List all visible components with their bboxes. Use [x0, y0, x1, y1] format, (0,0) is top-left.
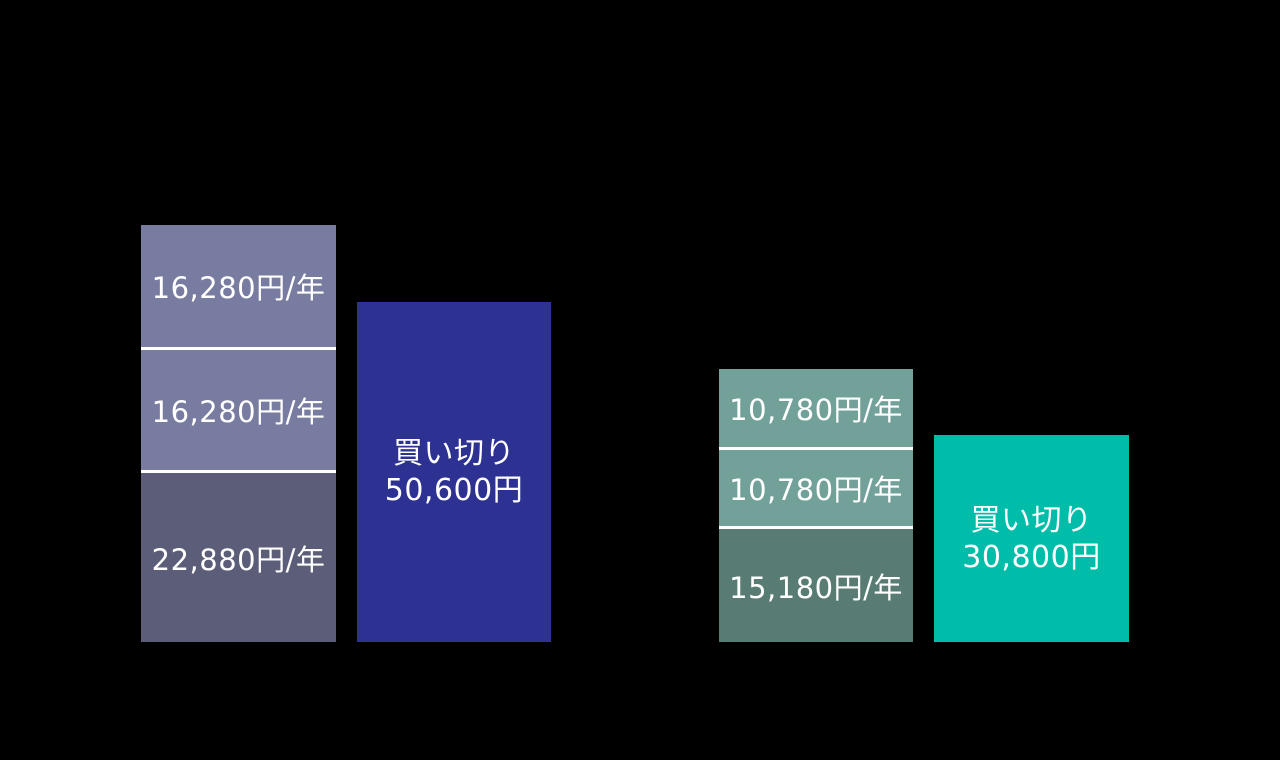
segment-year1: 10,780円/年: [719, 369, 913, 447]
segment-divider: [719, 447, 913, 450]
solid-bar-buyout-right: 買い切り 30,800円: [934, 435, 1129, 642]
solid-bar-buyout-left: 買い切り 50,600円: [357, 302, 551, 642]
stacked-bar-subscription-left: 16,280円/年 16,280円/年 22,880円/年: [141, 225, 336, 642]
segment-year3: 22,880円/年: [141, 473, 336, 642]
segment-year2: 16,280円/年: [141, 350, 336, 470]
segment-year1: 16,280円/年: [141, 225, 336, 347]
buyout-label: 買い切り: [393, 436, 515, 471]
segment-year2: 10,780円/年: [719, 450, 913, 526]
segment-divider: [141, 347, 336, 350]
stacked-bar-subscription-right: 10,780円/年 10,780円/年 15,180円/年: [719, 369, 913, 642]
buyout-label: 買い切り: [970, 502, 1093, 538]
buyout-price: 50,600円: [384, 473, 524, 508]
buyout-price: 30,800円: [962, 539, 1101, 575]
segment-divider: [141, 470, 336, 473]
segment-year3: 15,180円/年: [719, 529, 913, 642]
segment-divider: [719, 526, 913, 529]
